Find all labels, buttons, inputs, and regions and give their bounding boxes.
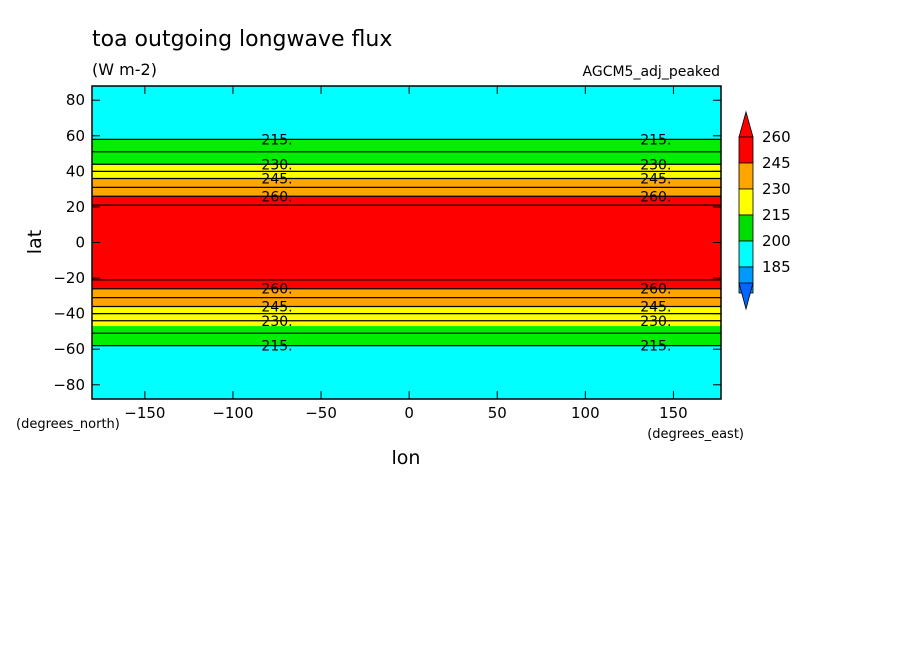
y-axis-label: lat [24, 230, 46, 254]
contour-band [92, 326, 721, 346]
colorbar-level-label: 230 [762, 180, 791, 198]
y-tick-label: 60 [66, 127, 85, 145]
contour-labels: 215. 215.230. 230.245. 245.260. 260.260. 260.… [261, 132, 671, 355]
x-tick-label: 100 [571, 404, 600, 422]
y-axis-ticks: 80 60 40 20 0 −20 −40 −60 −80 [53, 91, 721, 394]
colorbar-segment [738, 214, 754, 242]
colorbar-level-label: 260 [762, 128, 791, 146]
colorbar-segment [738, 240, 754, 268]
filled-contour-bands [92, 86, 721, 399]
chart-units: (W m-2) [92, 60, 157, 79]
contour-label: 245. [261, 171, 292, 187]
x-units-label: (degrees_east) [647, 427, 744, 442]
x-axis-ticks: −150 −100 −50 0 50 100 150 [124, 86, 688, 422]
contour-band [92, 86, 721, 140]
y-tick-label: 40 [66, 162, 85, 180]
x-tick-label: −100 [212, 404, 253, 422]
contour-label: 230. [640, 314, 671, 330]
contour-label: 215. [261, 132, 292, 148]
contour-label: 260. [640, 189, 671, 205]
dataset-label: AGCM5_adj_peaked [583, 64, 720, 80]
contour-band [92, 306, 721, 327]
contour-label: 215. [261, 339, 292, 355]
y-units-label: (degrees_north) [16, 417, 120, 432]
y-tick-label: −40 [53, 305, 85, 323]
chart-title: toa outgoing longwave flux [92, 27, 392, 52]
y-tick-label: 0 [75, 234, 85, 252]
contour-lines [92, 138, 721, 347]
y-tick-label: −80 [53, 376, 85, 394]
colorbar-segment [738, 136, 754, 164]
colorbar-segment [738, 162, 754, 190]
contour-band [92, 345, 721, 399]
colorbar-level-label: 245 [762, 154, 791, 172]
colorbar: 260 245 230 215 200 185 [738, 110, 791, 311]
contour-label: 260. [640, 282, 671, 298]
contour-label: 230. [261, 314, 292, 330]
contour-label: 245. [640, 171, 671, 187]
colorbar-level-label: 200 [762, 232, 791, 250]
x-tick-label: −150 [124, 404, 165, 422]
contour-label: 215. [640, 132, 671, 148]
contour-label: 260. [261, 189, 292, 205]
y-tick-label: −60 [53, 340, 85, 358]
contour-label: 215. [640, 339, 671, 355]
contour-label: 230. [640, 157, 671, 173]
y-tick-label: 80 [66, 91, 85, 109]
contour-label: 245. [640, 300, 671, 316]
x-axis-label: lon [392, 447, 421, 469]
x-tick-label: 150 [659, 404, 688, 422]
x-tick-label: −50 [305, 404, 337, 422]
colorbar-level-label: 215 [762, 206, 791, 224]
contour-label: 230. [261, 157, 292, 173]
contour-label: 245. [261, 300, 292, 316]
contour-band [92, 196, 721, 289]
contour-label: 260. [261, 282, 292, 298]
colorbar-under-triangle [738, 282, 754, 311]
y-tick-label: 20 [66, 198, 85, 216]
colorbar-level-label: 185 [762, 258, 791, 276]
colorbar-segment [738, 188, 754, 216]
x-tick-label: 50 [488, 404, 507, 422]
x-tick-label: 0 [404, 404, 414, 422]
colorbar-over-triangle [738, 110, 754, 138]
y-tick-label: −20 [53, 269, 85, 287]
